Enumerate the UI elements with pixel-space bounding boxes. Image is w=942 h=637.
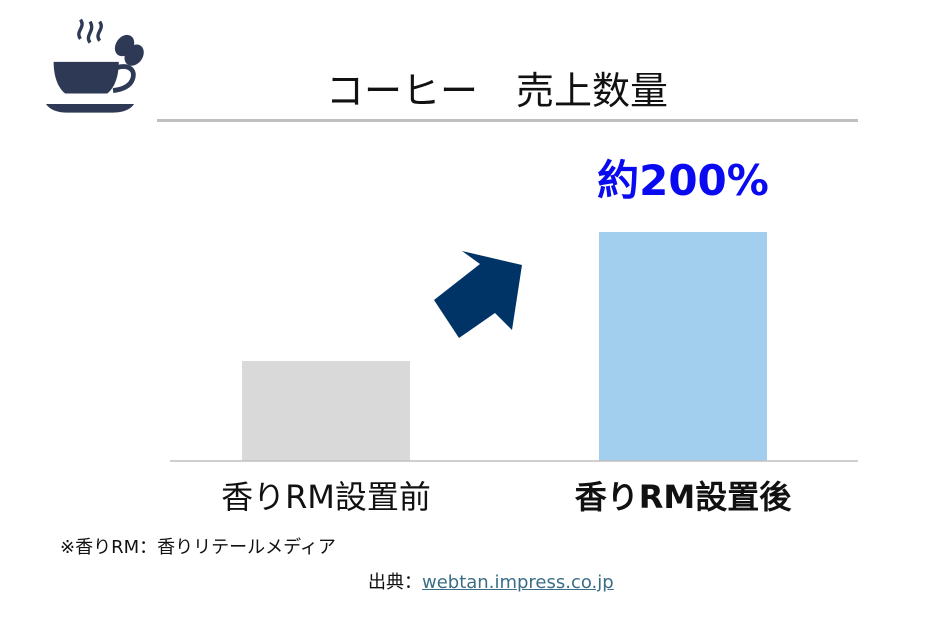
category-label-after: 香りRM設置後 [574, 478, 792, 516]
bar-2 [599, 232, 767, 461]
source-label: 出典： [368, 572, 422, 593]
up-arrow-icon [434, 251, 522, 338]
coffee-cup-icon [45, 18, 144, 113]
bar-1 [242, 361, 410, 461]
source-link[interactable]: webtan.impress.co.jp [422, 572, 614, 593]
footnote: ※香りRM：香りリテールメディア [60, 537, 336, 558]
source-credit: 出典：webtan.impress.co.jp [368, 568, 614, 594]
category-label-before: 香りRM設置前 [221, 478, 431, 516]
title-divider [157, 119, 858, 122]
chart-title: コーヒー 売上数量 [325, 69, 668, 113]
growth-annotation: 約200% [597, 156, 769, 205]
